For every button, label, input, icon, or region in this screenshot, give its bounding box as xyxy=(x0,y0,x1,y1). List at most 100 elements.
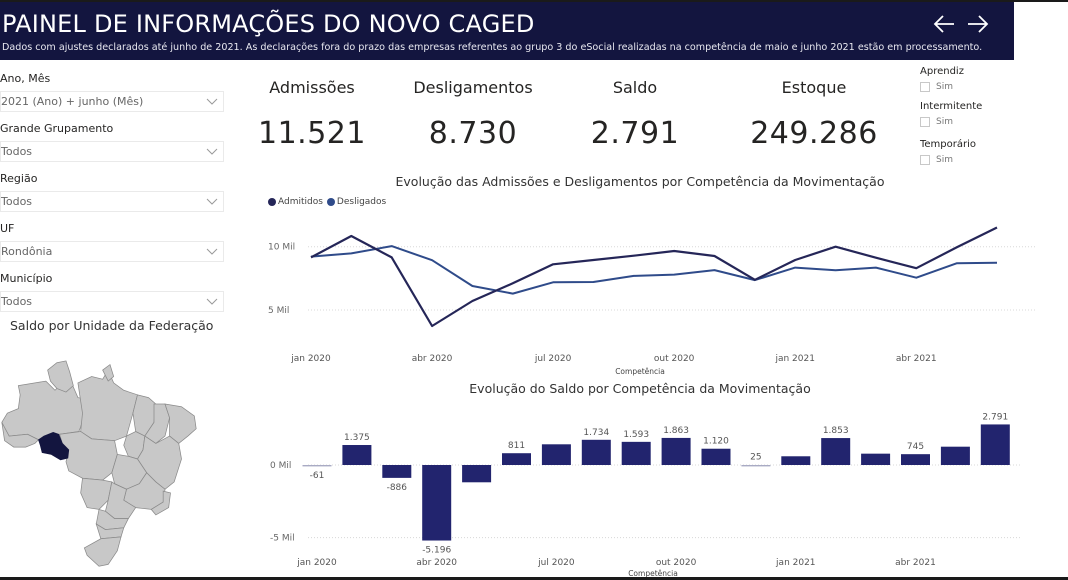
map-title: Saldo por Unidade da Federação xyxy=(10,318,214,333)
bar-data-label: 1.863 xyxy=(663,426,689,436)
data-point-desligados[interactable] xyxy=(551,280,556,285)
series-line-admitidos[interactable] xyxy=(310,226,998,328)
checkbox-icon xyxy=(920,117,930,127)
slicer-selected-value: 2021 (Ano) + junho (Mês) xyxy=(1,95,144,108)
data-point-desligados[interactable] xyxy=(591,279,596,284)
data-point-admitidos[interactable] xyxy=(510,281,515,286)
saldo-bar[interactable] xyxy=(462,465,492,483)
data-point-desligados[interactable] xyxy=(510,291,515,296)
data-point-admitidos[interactable] xyxy=(430,323,435,328)
data-point-desligados[interactable] xyxy=(430,258,435,263)
map-state-amazonas[interactable] xyxy=(1,375,88,441)
saldo-bar[interactable] xyxy=(741,465,771,467)
data-point-desligados[interactable] xyxy=(470,283,475,288)
slicer-dropdown[interactable]: Todos xyxy=(0,291,224,312)
map-state-rondonia[interactable] xyxy=(38,432,70,461)
map-state-northeast-coast[interactable] xyxy=(164,403,197,444)
saldo-bar[interactable] xyxy=(661,437,691,465)
data-point-desligados[interactable] xyxy=(631,273,636,278)
data-point-desligados[interactable] xyxy=(914,275,919,280)
arrow-right-icon xyxy=(968,15,989,33)
data-point-admitidos[interactable] xyxy=(873,255,878,260)
slicer-dropdown[interactable]: 2021 (Ano) + junho (Mês) xyxy=(0,91,224,112)
back-button[interactable] xyxy=(932,12,956,36)
map-state-rio-grande-do-sul[interactable] xyxy=(83,536,122,567)
x-axis-title: Competência xyxy=(615,367,665,376)
forward-button[interactable] xyxy=(966,12,990,36)
series-line-desligados[interactable] xyxy=(310,245,998,295)
slicer-dropdown[interactable]: Todos xyxy=(0,141,224,162)
saldo-bar[interactable] xyxy=(621,441,651,465)
saldo-bar[interactable] xyxy=(302,465,332,467)
slicer-dropdown[interactable]: Rondônia xyxy=(0,241,224,262)
map-state-southeast-coast[interactable] xyxy=(150,490,171,516)
data-point-admitidos[interactable] xyxy=(309,255,314,260)
x-tick-label: abr 2021 xyxy=(895,558,936,568)
map-state-sao-paulo[interactable] xyxy=(105,481,137,519)
data-point-admitidos[interactable] xyxy=(793,258,798,263)
saldo-bar[interactable] xyxy=(821,438,851,465)
data-point-desligados[interactable] xyxy=(389,244,394,249)
saldo-bar[interactable] xyxy=(581,439,611,465)
x-tick-label: jan 2021 xyxy=(774,354,815,364)
data-point-admitidos[interactable] xyxy=(551,262,556,267)
data-point-desligados[interactable] xyxy=(833,268,838,273)
y-tick-label: 0 Mil xyxy=(270,461,291,471)
data-point-desligados[interactable] xyxy=(672,272,677,277)
data-point-admitidos[interactable] xyxy=(712,253,717,258)
filter-checkbox[interactable]: Sim xyxy=(920,117,953,127)
bar-data-label: -886 xyxy=(387,483,408,493)
data-point-admitidos[interactable] xyxy=(470,299,475,304)
map-state-santa-catarina[interactable] xyxy=(95,523,125,540)
data-point-admitidos[interactable] xyxy=(591,258,596,263)
data-point-admitidos[interactable] xyxy=(752,277,757,282)
chevron-down-icon xyxy=(206,248,218,255)
bar-chart-title: Evolução do Saldo por Competência da Mov… xyxy=(469,381,811,396)
data-point-desligados[interactable] xyxy=(873,265,878,270)
data-point-admitidos[interactable] xyxy=(833,244,838,249)
saldo-bar[interactable] xyxy=(940,446,970,465)
legend-marker-desligados xyxy=(326,198,335,206)
data-point-admitidos[interactable] xyxy=(672,249,677,254)
saldo-bar[interactable] xyxy=(422,465,452,541)
kpi-value: 249.286 xyxy=(750,116,878,151)
saldo-bar[interactable] xyxy=(980,424,1010,465)
data-point-desligados[interactable] xyxy=(349,251,354,256)
data-point-desligados[interactable] xyxy=(954,261,959,266)
map-state-roraima[interactable] xyxy=(47,360,74,393)
map-state-amapa[interactable] xyxy=(102,363,115,382)
legend-item-admitidos[interactable]: Admitidos xyxy=(268,197,323,207)
data-point-admitidos[interactable] xyxy=(389,255,394,260)
data-point-desligados[interactable] xyxy=(793,265,798,270)
filter-checkbox[interactable]: Sim xyxy=(920,155,953,165)
window-bottom-border xyxy=(0,577,1068,580)
saldo-bar[interactable] xyxy=(342,445,372,465)
kpi-label: Saldo xyxy=(612,78,658,97)
slicer-dropdown[interactable]: Todos xyxy=(0,191,224,212)
saldo-bar[interactable] xyxy=(382,465,412,478)
map-state-mato-grosso-do-sul[interactable] xyxy=(80,477,113,510)
legend-item-desligados[interactable]: Desligados xyxy=(326,197,387,207)
data-point-admitidos[interactable] xyxy=(914,266,919,271)
kpi-value: 8.730 xyxy=(428,116,518,151)
map-state-bahia[interactable] xyxy=(137,435,182,490)
map-state-acre[interactable] xyxy=(1,422,40,448)
data-point-desligados[interactable] xyxy=(994,260,999,265)
data-point-admitidos[interactable] xyxy=(954,245,959,250)
saldo-bar[interactable] xyxy=(781,456,811,465)
data-point-admitidos[interactable] xyxy=(349,233,354,238)
saldo-bar[interactable] xyxy=(901,454,930,465)
saldo-bar[interactable] xyxy=(502,453,531,465)
slicer-selected-value: Rondônia xyxy=(1,245,53,258)
bar-data-label: -61 xyxy=(310,471,325,481)
saldo-bar[interactable] xyxy=(541,444,571,465)
data-point-desligados[interactable] xyxy=(712,268,717,273)
filter-label: Intermitente xyxy=(920,101,983,112)
kpi-label: Estoque xyxy=(781,78,847,97)
saldo-bar[interactable] xyxy=(701,448,731,465)
legend-label-desligados: Desligados xyxy=(336,197,387,207)
filter-checkbox[interactable]: Sim xyxy=(920,82,953,92)
saldo-bar[interactable] xyxy=(861,453,891,465)
data-point-admitidos[interactable] xyxy=(631,253,636,258)
data-point-admitidos[interactable] xyxy=(994,225,999,230)
